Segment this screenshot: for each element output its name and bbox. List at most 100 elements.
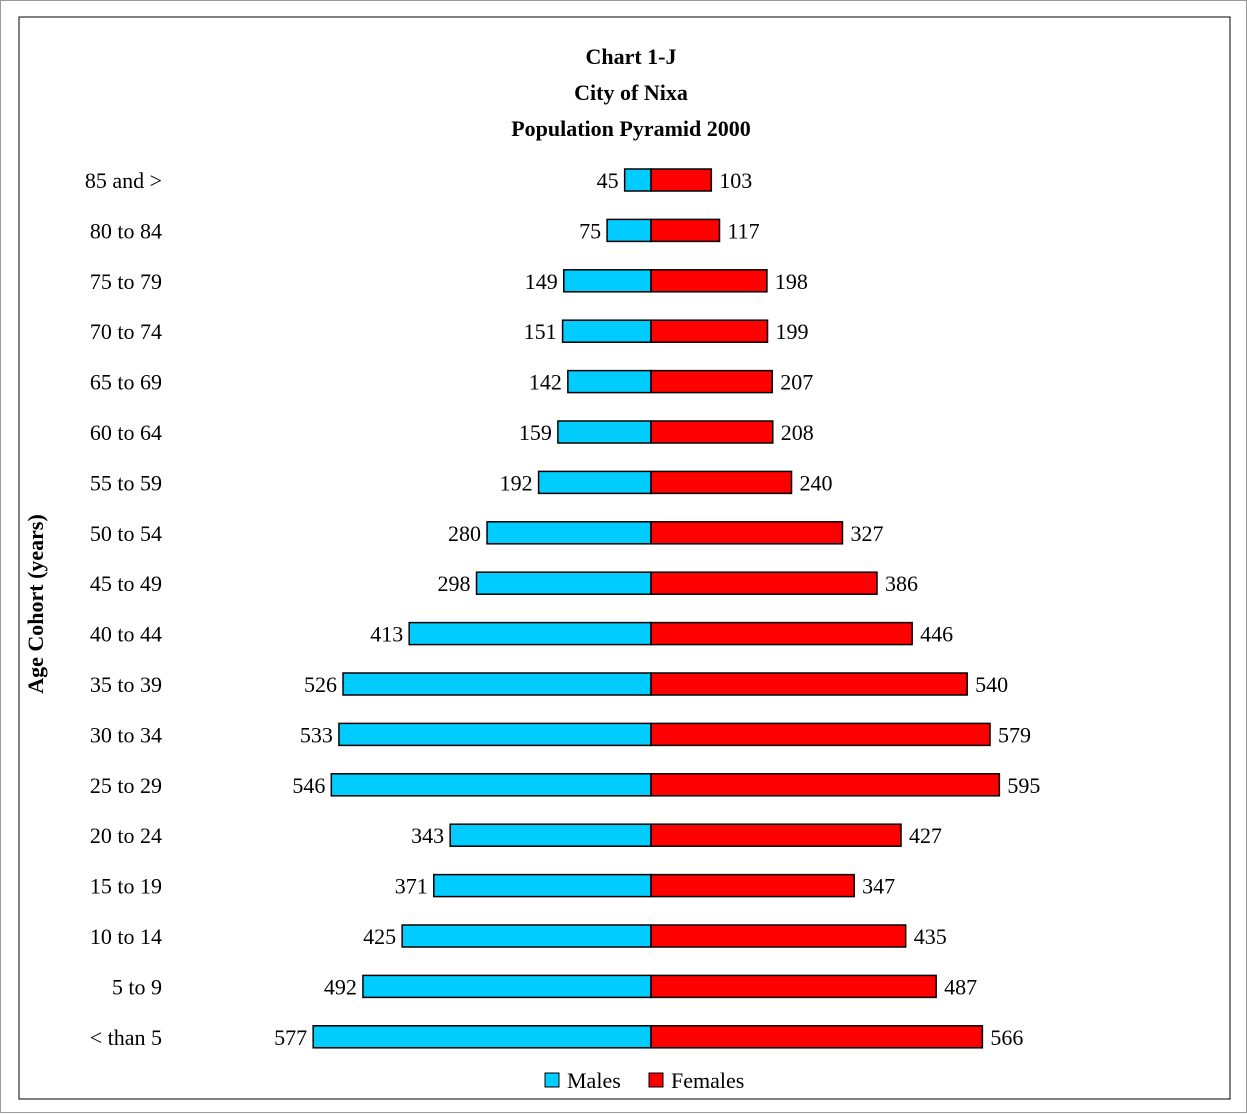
male-bar-25-to-29: [330, 773, 652, 797]
male-value-label-85-and: 45: [597, 168, 619, 193]
male-bar-75-to-79: [563, 269, 652, 293]
male-bar-20-to-24: [449, 823, 652, 847]
category-label-15-to-19: 15 to 19: [90, 874, 162, 899]
category-label-80-to-84: 80 to 84: [90, 218, 162, 243]
female-bar-15-to-19: [650, 873, 855, 898]
female-bar-65-to-69: [650, 369, 773, 394]
male-value-label-55-to-59: 192: [500, 470, 533, 495]
value-labels: 45 103 75 117 149 198 151 199 142 207 159 208 192 240…: [274, 168, 1040, 1050]
male-bar-30-to-34: [338, 722, 652, 747]
male-bar-60-to-64: [557, 420, 652, 444]
category-label-20-to-24: 20 to 24: [90, 823, 162, 848]
category-label-35-to-39: 35 to 39: [90, 672, 162, 697]
category-label-than-5: < than 5: [90, 1025, 162, 1050]
female-value-label-75-to-79: 198: [775, 269, 808, 294]
male-value-label-35-to-39: 526: [304, 672, 337, 697]
female-value-label-15-to-19: 347: [862, 874, 895, 899]
female-value-label-20-to-24: 427: [909, 823, 942, 848]
female-bar-75-to-79: [650, 269, 768, 293]
y-axis-label: Age Cohort (years): [23, 514, 48, 694]
female-value-label-30-to-34: 579: [998, 722, 1031, 747]
male-value-label-45-to-49: 298: [438, 571, 471, 596]
legend-swatch-males: [544, 1072, 560, 1088]
category-label-5-to-9: 5 to 9: [112, 974, 162, 999]
category-label-75-to-79: 75 to 79: [90, 269, 162, 294]
female-value-label-85-and: 103: [719, 168, 752, 193]
legend-swatch-females: [648, 1072, 664, 1088]
male-value-label-5-to-9: 492: [324, 974, 357, 999]
female-bar-10-to-14: [650, 924, 907, 948]
female-bar-35-to-39: [650, 672, 968, 696]
female-bar-5-to-9: [650, 974, 937, 999]
female-bar-than-5: [650, 1025, 984, 1049]
chart-title: Chart 1-J City of Nixa Population Pyrami…: [511, 44, 751, 141]
legend: Males Females: [544, 1068, 744, 1093]
female-value-label-than-5: 566: [990, 1025, 1023, 1050]
legend-label-females: Females: [671, 1068, 744, 1093]
male-bar-5-to-9: [362, 974, 652, 999]
male-bar-50-to-54: [486, 521, 652, 545]
male-bar-65-to-69: [567, 369, 652, 394]
female-bar-70-to-74: [650, 319, 769, 343]
category-label-85-and: 85 and >: [85, 168, 162, 193]
male-value-label-65-to-69: 142: [529, 370, 562, 395]
female-bar-85-and: [650, 168, 713, 192]
male-value-label-25-to-29: 546: [292, 773, 325, 798]
male-bar-40-to-44: [408, 621, 652, 646]
chart-title-line-3: Population Pyramid 2000: [511, 116, 751, 141]
male-value-label-20-to-24: 343: [411, 823, 444, 848]
female-value-label-40-to-44: 446: [920, 622, 953, 647]
category-label-55-to-59: 55 to 59: [90, 470, 162, 495]
female-bar-40-to-44: [650, 621, 913, 646]
chart-title-line-1: Chart 1-J: [585, 44, 676, 69]
category-label-40-to-44: 40 to 44: [90, 622, 162, 647]
male-bar-35-to-39: [342, 672, 652, 696]
category-label-60-to-64: 60 to 64: [90, 420, 162, 445]
female-bar-60-to-64: [650, 420, 774, 444]
female-value-label-45-to-49: 386: [885, 571, 918, 596]
female-value-label-10-to-14: 435: [914, 924, 947, 949]
female-bar-80-to-84: [650, 218, 721, 243]
female-value-label-65-to-69: 207: [780, 370, 813, 395]
female-bar-30-to-34: [650, 722, 991, 747]
male-bar-than-5: [312, 1025, 652, 1049]
female-bar-20-to-24: [650, 823, 902, 847]
male-value-label-75-to-79: 149: [525, 269, 558, 294]
female-value-label-80-to-84: 117: [728, 218, 760, 243]
female-bar-55-to-59: [650, 470, 793, 495]
male-bar-55-to-59: [537, 470, 652, 495]
male-value-label-40-to-44: 413: [370, 622, 403, 647]
category-label-30-to-34: 30 to 34: [90, 722, 162, 747]
chart-title-line-2: City of Nixa: [574, 80, 688, 105]
males-bars: [312, 168, 652, 1049]
female-value-label-55-to-59: 240: [800, 470, 833, 495]
female-value-label-70-to-74: 199: [776, 319, 809, 344]
female-bar-50-to-54: [650, 521, 844, 545]
category-labels: 85 and > 80 to 84 75 to 79 70 to 74 65 to 69…: [85, 168, 162, 1050]
plot-area-border: [18, 16, 1231, 1100]
male-value-label-30-to-34: 533: [300, 722, 333, 747]
female-value-label-50-to-54: 327: [850, 521, 883, 546]
male-value-label-70-to-74: 151: [524, 319, 557, 344]
male-value-label-15-to-19: 371: [395, 874, 428, 899]
female-value-label-35-to-39: 540: [975, 672, 1008, 697]
male-value-label-60-to-64: 159: [519, 420, 552, 445]
male-bar-70-to-74: [561, 319, 652, 343]
male-bar-45-to-49: [475, 571, 652, 595]
male-bar-85-and: [623, 168, 652, 192]
female-value-label-5-to-9: 487: [944, 974, 977, 999]
category-label-65-to-69: 65 to 69: [90, 370, 162, 395]
category-label-70-to-74: 70 to 74: [90, 319, 162, 344]
female-value-label-25-to-29: 595: [1007, 773, 1040, 798]
female-bar-25-to-29: [650, 773, 1001, 797]
female-value-label-60-to-64: 208: [781, 420, 814, 445]
category-label-10-to-14: 10 to 14: [90, 924, 162, 949]
male-value-label-80-to-84: 75: [579, 218, 601, 243]
male-bar-80-to-84: [606, 218, 652, 243]
male-value-label-than-5: 577: [274, 1025, 307, 1050]
category-label-25-to-29: 25 to 29: [90, 773, 162, 798]
male-bar-10-to-14: [401, 924, 652, 948]
male-bar-15-to-19: [433, 873, 652, 898]
